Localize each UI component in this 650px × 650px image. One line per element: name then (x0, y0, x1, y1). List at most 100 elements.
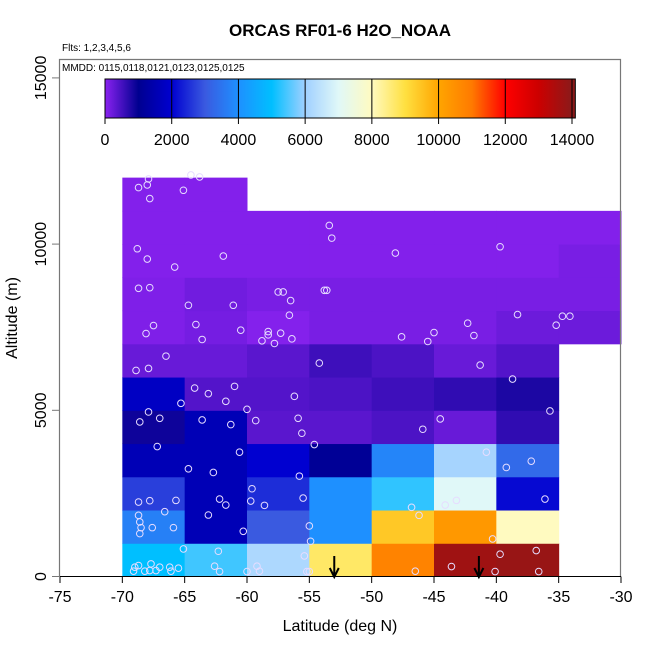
heatmap-cell (122, 343, 186, 378)
x-axis: -75 -70 -65 -60 -55 -50 -45 -40 -35 -30 (48, 576, 633, 606)
data-point (204, 511, 213, 519)
heatmap-cell (184, 410, 248, 445)
data-point (274, 288, 282, 296)
heatmap-cell (434, 543, 497, 577)
data-point (222, 397, 230, 406)
data-point (165, 563, 174, 571)
heatmap-cell (309, 543, 373, 577)
heatmap-cell (309, 377, 373, 411)
data-point (527, 457, 536, 465)
data-point (134, 284, 143, 293)
data-point (134, 561, 143, 570)
heatmap-cell (434, 343, 497, 378)
data-point (167, 567, 175, 575)
heatmap-cell (184, 244, 248, 278)
data-point (294, 414, 302, 423)
heatmap-cell (122, 244, 186, 278)
data-point (177, 399, 185, 408)
data-point (239, 527, 248, 536)
x-tick-label: -45 (422, 589, 445, 606)
heatmap-cell (122, 210, 186, 245)
heatmap-cell (371, 244, 435, 278)
data-point (391, 249, 400, 257)
heatmap-cell (496, 510, 560, 544)
data-point (513, 310, 522, 319)
data-point (327, 234, 336, 242)
x-tick-label: -70 (111, 589, 134, 606)
heatmap-cell (247, 377, 310, 411)
colorbar-tick-label: 14000 (550, 132, 595, 149)
data-point (133, 244, 142, 253)
y-tick-label: 10000 (33, 222, 50, 267)
data-point (140, 567, 149, 575)
heatmap-cell (371, 510, 435, 544)
x-tick-label: -60 (235, 589, 258, 606)
data-point (251, 416, 260, 425)
heatmap-cell (371, 343, 435, 378)
data-point (204, 389, 213, 398)
data-point (131, 563, 139, 571)
heatmap-cell (309, 244, 373, 278)
heatmap-cell (434, 244, 497, 278)
dates-label: MMDD: 0115,0118,0121,0123,0125,0125 (62, 63, 245, 74)
data-point (452, 496, 461, 505)
heatmap-cell (184, 210, 248, 245)
data-point (470, 331, 478, 340)
colorbar-tick-label: 6000 (287, 132, 323, 149)
x-tick-label: -55 (298, 589, 321, 606)
data-point (288, 335, 296, 343)
heatmap-cell (309, 410, 373, 445)
data-point (436, 415, 445, 423)
x-tick-label: -75 (48, 589, 71, 606)
heatmap-cell (558, 210, 622, 245)
heatmap-cell (309, 510, 373, 544)
heatmap-cell (496, 476, 560, 511)
heatmap-cell (247, 410, 310, 445)
data-point (325, 221, 334, 230)
data-point (134, 183, 143, 192)
data-point (172, 496, 180, 505)
data-point (508, 375, 517, 383)
data-point (491, 567, 499, 576)
data-point (299, 494, 307, 502)
heatmap-cell (558, 244, 622, 278)
data-point (174, 564, 183, 572)
data-point (144, 408, 153, 416)
heatmap-cell (371, 377, 435, 411)
data-point (142, 329, 150, 338)
data-point (286, 296, 295, 305)
y-tick-label: 0 (33, 572, 50, 581)
data-point (298, 429, 306, 438)
data-point (134, 498, 143, 506)
heatmap-cell (309, 443, 373, 478)
data-point (143, 255, 152, 263)
data-point (145, 496, 154, 505)
data-point (144, 175, 153, 183)
data-point (276, 329, 285, 337)
data-point (397, 333, 406, 341)
data-point (170, 263, 179, 271)
data-point (210, 562, 219, 570)
data-point (279, 288, 287, 296)
data-point (209, 468, 218, 477)
heatmap-cell (309, 343, 373, 378)
data-point (214, 547, 223, 556)
data-point (534, 567, 543, 576)
data-point (145, 194, 154, 203)
plot-frame (58, 58, 622, 576)
data-point (320, 286, 329, 295)
heatmap-cell (371, 476, 435, 511)
data-point (160, 507, 169, 516)
heatmap-cell (371, 277, 435, 312)
heatmap-cell (434, 210, 497, 245)
heatmap-cell (309, 476, 373, 511)
data-point (258, 337, 266, 345)
data-point (541, 495, 549, 503)
heatmap-cell (371, 210, 435, 245)
heatmap-cell (496, 210, 560, 245)
data-point (441, 501, 450, 509)
data-points (129, 171, 574, 576)
data-point (246, 497, 255, 505)
data-point (198, 335, 206, 344)
